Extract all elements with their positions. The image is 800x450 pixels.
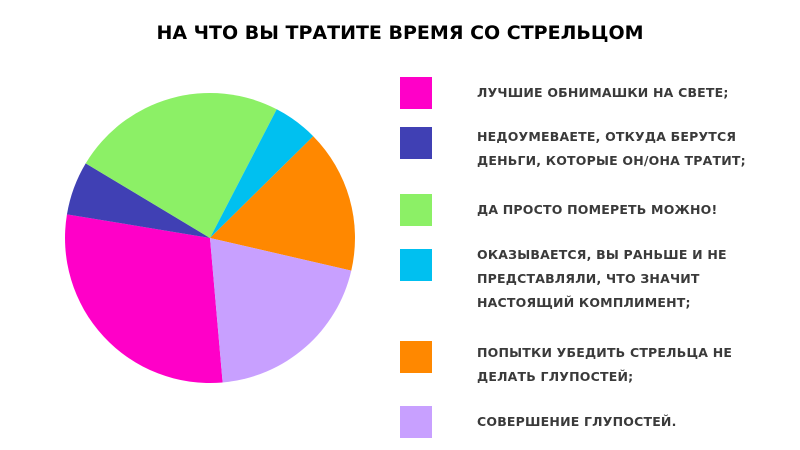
legend-swatch-compliment [400,249,432,281]
legend-swatch-money [400,127,432,159]
pie-slice-die [85,93,277,238]
pie-slice-compliment [210,109,314,238]
pie-chart-svg [65,93,355,384]
pie-slice-hugs [65,214,223,384]
legend-swatch-hugs [400,77,432,109]
legend-label-hugs: ЛУЧШИЕ ОБНИМАШКИ НА СВЕТЕ; [477,85,729,100]
legend: ЛУЧШИЕ ОБНИМАШКИ НА СВЕТЕ; НЕДОУМЕВАЕТЕ,… [400,0,780,450]
pie-slice-persuade [210,136,355,271]
legend-swatch-persuade [400,341,432,373]
legend-swatch-die [400,194,432,226]
legend-label-die: ДА ПРОСТО ПОМЕРЕТЬ МОЖНО! [477,202,718,217]
legend-label-foolishness: СОВЕРШЕНИЕ ГЛУПОСТЕЙ. [477,414,677,429]
legend-label-persuade: ПОПЫТКИ УБЕДИТЬ СТРЕЛЬЦА НЕ ДЕЛАТЬ ГЛУПО… [477,345,733,384]
legend-label-compliment: ОКАЗЫВАЕТСЯ, ВЫ РАНЬШЕ И НЕ ПРЕДСТАВЛЯЛИ… [477,247,727,310]
legend-swatch-foolishness [400,406,432,438]
pie-chart [50,78,370,398]
pie-slice-foolishness [210,238,352,383]
legend-label-money: НЕДОУМЕВАЕТЕ, ОТКУДА БЕРУТСЯ ДЕНЬГИ, КОТ… [477,129,746,168]
chart-title: НА ЧТО ВЫ ТРАТИТЕ ВРЕМЯ СО СТРЕЛЬЦОМ [156,22,644,44]
pie-slice-money [66,163,210,238]
